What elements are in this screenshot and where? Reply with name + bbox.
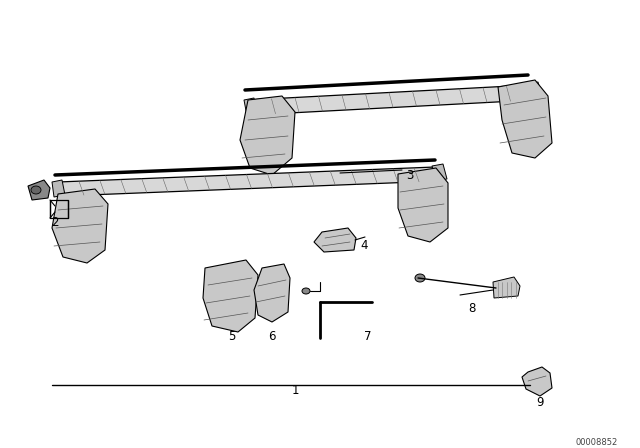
Polygon shape: [248, 85, 534, 115]
Text: 1: 1: [291, 383, 299, 396]
Text: 2: 2: [51, 215, 59, 228]
Text: 4: 4: [360, 238, 368, 251]
Polygon shape: [493, 277, 520, 298]
Ellipse shape: [415, 274, 425, 282]
Polygon shape: [52, 180, 65, 197]
Ellipse shape: [31, 186, 41, 194]
Polygon shape: [398, 168, 448, 242]
Text: 00008852: 00008852: [575, 438, 617, 447]
Polygon shape: [498, 80, 552, 158]
Polygon shape: [58, 167, 440, 196]
Text: 9: 9: [536, 396, 544, 409]
Polygon shape: [28, 180, 50, 200]
Polygon shape: [522, 367, 552, 396]
Text: 8: 8: [468, 302, 476, 314]
Polygon shape: [52, 189, 108, 263]
Text: 5: 5: [228, 331, 236, 344]
Polygon shape: [203, 260, 258, 332]
Polygon shape: [432, 164, 447, 181]
Polygon shape: [254, 264, 290, 322]
Polygon shape: [528, 82, 542, 99]
Polygon shape: [314, 228, 356, 252]
Text: 7: 7: [364, 331, 372, 344]
Polygon shape: [244, 98, 257, 116]
Polygon shape: [240, 96, 295, 175]
Text: 6: 6: [268, 331, 276, 344]
Text: 3: 3: [406, 168, 413, 181]
Ellipse shape: [302, 288, 310, 294]
